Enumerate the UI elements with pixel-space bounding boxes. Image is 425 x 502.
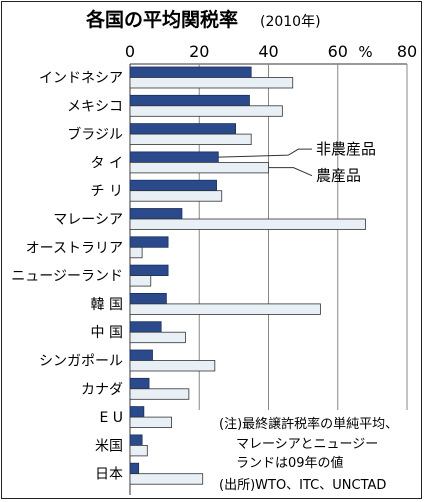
bar-agricultural (129, 416, 172, 429)
bar-agricultural (129, 444, 148, 457)
x-tick-label: 20 (189, 42, 209, 61)
bar-agricultural (129, 190, 223, 202)
bar-agricultural (129, 105, 283, 117)
bar-agricultural (129, 388, 190, 400)
bar-non-agricultural (129, 94, 250, 107)
category-label: マレーシア (53, 212, 123, 228)
bar-agricultural (129, 360, 216, 372)
bar-non-agricultural (129, 264, 169, 277)
category-label: カナダ (81, 382, 123, 398)
x-unit-label: % (358, 43, 372, 61)
bar-non-agricultural (129, 462, 140, 475)
footnote-line: マレーシアとニュージー (236, 437, 378, 452)
bar-non-agricultural (129, 151, 219, 163)
category-label: 米国 (95, 438, 123, 454)
category-label: メキシコ (67, 99, 123, 115)
bar-agricultural (129, 133, 252, 146)
bar-agricultural (129, 331, 186, 344)
bar-non-agricultural (129, 349, 153, 361)
category-label: ブラジル (67, 126, 123, 143)
legend-label-agricultural: 農産品 (316, 167, 361, 185)
category-label: ニュージーランド (11, 269, 123, 285)
x-tick-label: 40 (258, 42, 278, 61)
bar-agricultural (129, 218, 366, 230)
legend-leader-agricultural (268, 167, 313, 177)
chart-title: 各国の平均関税率 (2010年) (85, 8, 321, 31)
x-tick-label: 0 (125, 42, 135, 61)
bar-non-agricultural (129, 208, 183, 220)
bar-non-agricultural (129, 406, 145, 418)
chart-title-main: 各国の平均関税率 (85, 8, 238, 31)
x-tick-label: 60 (328, 42, 348, 61)
category-label: 韓 国 (91, 297, 123, 313)
bar-agricultural (129, 275, 152, 287)
bar-non-agricultural (129, 179, 217, 192)
category-label: 中 国 (91, 325, 123, 341)
bar-non-agricultural (129, 292, 167, 305)
bar-non-agricultural (129, 66, 252, 78)
x-axis-ticks: 0 20 40 60 80% (125, 42, 417, 61)
legend-leader-non-agricultural (218, 148, 312, 158)
footnote-line: (注)最終譲許税率の単純平均、 (219, 416, 398, 432)
category-label: シンガポール (39, 354, 123, 370)
bar-non-agricultural (129, 123, 237, 135)
category-label: インドネシア (39, 71, 123, 87)
bar-agricultural (129, 473, 204, 485)
bar-agricultural (129, 161, 269, 174)
footnote-line: ランドは09年の値 (236, 455, 344, 471)
bar-non-agricultural (129, 321, 162, 333)
chart-subtitle: (2010年) (260, 14, 321, 30)
category-label: 日本 (95, 467, 123, 483)
x-tick-label: 80 (397, 42, 417, 61)
bar-agricultural (129, 303, 321, 315)
source-note: (出所)WTO、ITC、UNCTAD (219, 478, 386, 493)
bar-non-agricultural (129, 377, 150, 390)
category-label: オーストラリア (26, 240, 123, 256)
bar-agricultural (129, 77, 294, 89)
bar-agricultural (129, 246, 143, 259)
category-label: タ イ (91, 155, 123, 171)
bar-non-agricultural (129, 434, 143, 446)
category-label: E U (99, 410, 123, 426)
category-label: チ リ (91, 184, 123, 200)
legend-label-non-agricultural: 非農産品 (316, 140, 376, 158)
bar-non-agricultural (129, 236, 169, 248)
